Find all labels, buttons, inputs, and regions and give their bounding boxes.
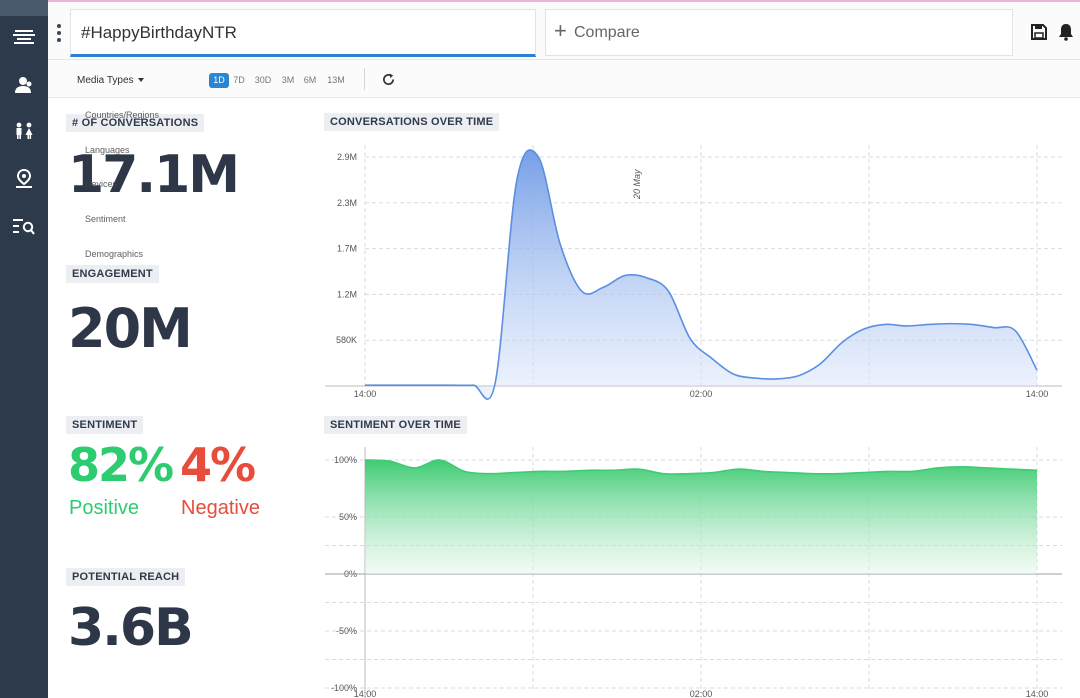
query-text: #HappyBirthdayNTR — [81, 23, 237, 42]
reach-value: 3.6B — [68, 598, 194, 658]
toolbar — [48, 60, 1080, 98]
compare-label: Compare — [574, 24, 640, 41]
sidebar-item-search-list[interactable] — [0, 209, 48, 243]
refresh-icon[interactable] — [382, 73, 395, 86]
query-input[interactable]: #HappyBirthdayNTR — [70, 9, 536, 57]
range-7d[interactable]: 7D — [233, 75, 245, 85]
range-3m[interactable]: 3M — [281, 75, 295, 85]
negative-value: 4% — [180, 438, 256, 492]
toolbar-divider — [364, 68, 365, 90]
list-search-icon — [13, 219, 35, 235]
menu-item-languages[interactable]: Languages — [85, 145, 130, 155]
conversations-chart-title: CONVERSATIONS OVER TIME — [324, 113, 500, 131]
sidebar-item-users[interactable] — [0, 68, 48, 102]
bell-icon[interactable] — [1057, 23, 1075, 41]
sentiment-label: SENTIMENT — [66, 416, 144, 434]
menu-item-devices[interactable]: Devices — [85, 179, 118, 189]
menu-item-demographics[interactable]: Demographics — [85, 249, 144, 259]
map-pin-icon — [16, 169, 32, 188]
stream-icon — [13, 30, 35, 44]
plus-icon: + — [554, 18, 567, 43]
sidebar-item-streams[interactable] — [0, 20, 48, 54]
reach-label: POTENTIAL REACH — [66, 568, 186, 586]
engagement-value: 20M — [68, 297, 193, 360]
save-icon[interactable] — [1030, 23, 1048, 41]
demographics-icon — [16, 122, 33, 139]
positive-value: 82% — [68, 438, 174, 492]
positive-label: Positive — [69, 497, 140, 519]
media-types-dropdown[interactable]: Media Types — [77, 75, 144, 86]
sidebar-item-demographics[interactable] — [0, 114, 48, 148]
menu-item-countries[interactable]: Countries/Regions — [85, 110, 160, 120]
menu-item-sentiment[interactable]: Sentiment — [85, 214, 126, 224]
range-6m[interactable]: 6M — [303, 75, 317, 85]
sidebar-item-locations[interactable] — [0, 162, 48, 196]
compare-button[interactable]: + Compare — [545, 9, 1013, 56]
range-13m[interactable]: 13M — [327, 75, 345, 85]
conversations-label: # OF CONVERSATIONS — [66, 114, 205, 132]
range-1d[interactable]: 1D — [209, 73, 229, 88]
users-icon — [15, 77, 32, 93]
caret-down-icon — [137, 78, 144, 83]
sidebar-top-tab[interactable] — [0, 0, 48, 16]
engagement-label: ENGAGEMENT — [66, 265, 159, 283]
more-options-icon[interactable] — [56, 24, 62, 42]
sentiment-chart-title: SENTIMENT OVER TIME — [324, 416, 467, 434]
negative-label: Negative — [181, 497, 260, 519]
range-30d[interactable]: 30D — [254, 75, 272, 85]
top-accent-strip — [0, 0, 1080, 2]
conversations-value: 17.1M — [68, 145, 240, 205]
sidebar — [0, 0, 48, 698]
media-types-label: Media Types — [77, 75, 134, 86]
